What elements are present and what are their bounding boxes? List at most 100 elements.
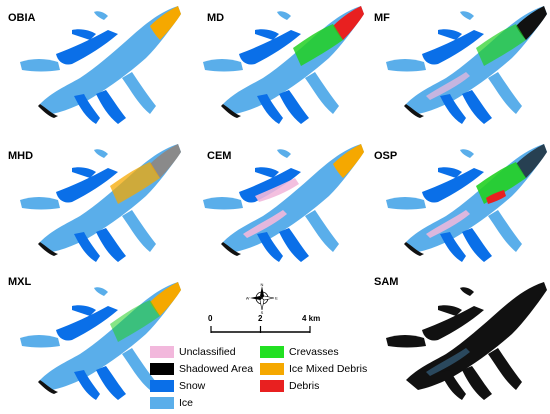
glacier-part [72, 305, 96, 316]
glacier-part [72, 29, 96, 40]
scale-bar: 0 2 4 km [206, 314, 326, 340]
glacier-part [74, 370, 100, 400]
glacier-map-md [203, 6, 364, 124]
legend-item-ice: Ice [150, 395, 193, 411]
glacier-part [422, 30, 484, 65]
glacier-map-mxl [20, 282, 181, 400]
glacier-part [279, 228, 309, 262]
legend-label-debris: Debris [289, 380, 320, 392]
legend-item-debris: Debris [260, 378, 319, 394]
glacier-part [203, 59, 243, 72]
glacier-part [386, 59, 426, 72]
unclassified-region [426, 210, 470, 238]
unclassified-region [255, 178, 299, 202]
glacier-part [239, 30, 301, 65]
glacier-part [94, 149, 108, 158]
legend-swatch-snow [150, 380, 174, 392]
glacier-map-mhd [20, 144, 181, 262]
compass-s: S [261, 310, 264, 314]
panel-label-md: MD [207, 12, 225, 24]
glacier-part [462, 366, 492, 400]
glacier-part [94, 287, 108, 296]
glacier-part [20, 335, 60, 348]
glacier-map-cem [203, 144, 364, 262]
legend: Unclassified Crevasses Shadowed Area Ice… [150, 338, 396, 412]
shadow-region [404, 242, 424, 256]
glacier-part [255, 29, 279, 40]
unclassified-region [426, 72, 470, 100]
compass-e: E [275, 296, 278, 301]
legend-item-unclassified: Unclassified [150, 344, 236, 360]
compass-w: W [246, 296, 250, 301]
glacier-part [122, 210, 156, 252]
glacier-part [440, 232, 466, 262]
glacier-part [94, 11, 108, 20]
legend-swatch-unclassified [150, 346, 174, 358]
shadow-region [38, 242, 58, 256]
debris-region [333, 6, 364, 40]
map-panel-sam: SAM [366, 276, 549, 414]
panel-label-mxl: MXL [8, 276, 32, 288]
map-panel-mf: MF [366, 0, 549, 138]
legend-label-ice: Ice [179, 397, 194, 409]
glacier-part [74, 94, 100, 124]
glacier-part [257, 94, 283, 124]
glacier-part [72, 167, 96, 178]
ice-mixed-debris-region [110, 162, 160, 204]
shadow-region [221, 242, 241, 256]
glacier-part [277, 11, 291, 20]
map-panel-cem: CEM [183, 138, 366, 276]
glacier-part [257, 232, 283, 262]
glacier-part [440, 94, 466, 124]
glacier-part [460, 11, 474, 20]
map-panel-mxl: MXL [0, 276, 183, 414]
legend-label-shadowed-area: Shadowed Area [179, 363, 254, 375]
glacier-part [56, 168, 118, 203]
ice-mixed-debris-region [333, 144, 364, 178]
legend-label-crevasses: Crevasses [289, 346, 339, 358]
legend-swatch-ice [150, 397, 174, 409]
crevasses-region [476, 24, 526, 66]
glacier-part [74, 232, 100, 262]
glacier-map-mf [386, 6, 547, 124]
glacier-part [305, 72, 339, 114]
legend-item-shadowed-area: Shadowed Area [150, 361, 253, 377]
debris-region [486, 190, 506, 204]
map-panel-osp: OSP [366, 138, 549, 276]
map-panel-obia: OBIA [0, 0, 183, 138]
glacier-part [20, 197, 60, 210]
glacier-part [40, 6, 181, 114]
glacier-part [305, 210, 339, 252]
legend-swatch-ice-mixed-debris [260, 363, 284, 375]
glacier-part [122, 348, 156, 390]
glacier-map-sam [386, 282, 547, 400]
compass-n: N [261, 282, 264, 287]
shadow-region [516, 6, 547, 40]
glacier-part [422, 306, 484, 341]
glacier-part [277, 149, 291, 158]
map-panel-mhd: MHD [0, 138, 183, 276]
shadow-region [221, 104, 241, 118]
glacier-part [96, 90, 126, 124]
glacier-part [56, 30, 118, 65]
scale-tick-2: 2 [258, 314, 263, 323]
legend-label-unclassified: Unclassified [179, 346, 236, 358]
ice-mixed-debris-region [150, 6, 181, 40]
glacier-part [406, 282, 547, 390]
glacier-part [239, 168, 301, 203]
panel-label-cem: CEM [207, 150, 232, 162]
glacier-part [422, 168, 484, 203]
legend-item-ice-mixed-debris: Ice Mixed Debris [260, 361, 367, 377]
crevasses-region [476, 162, 526, 204]
gray-region [150, 144, 181, 178]
glacier-part [56, 306, 118, 341]
glacier-part [460, 287, 474, 296]
ice-speckle-region [426, 348, 470, 376]
glacier-part [386, 335, 426, 348]
glacier-part [255, 167, 279, 178]
legend-item-crevasses: Crevasses [260, 344, 339, 360]
panel-label-sam: SAM [374, 276, 399, 288]
glacier-part [488, 210, 522, 252]
legend-swatch-debris [260, 380, 284, 392]
glacier-map-obia [20, 6, 181, 124]
